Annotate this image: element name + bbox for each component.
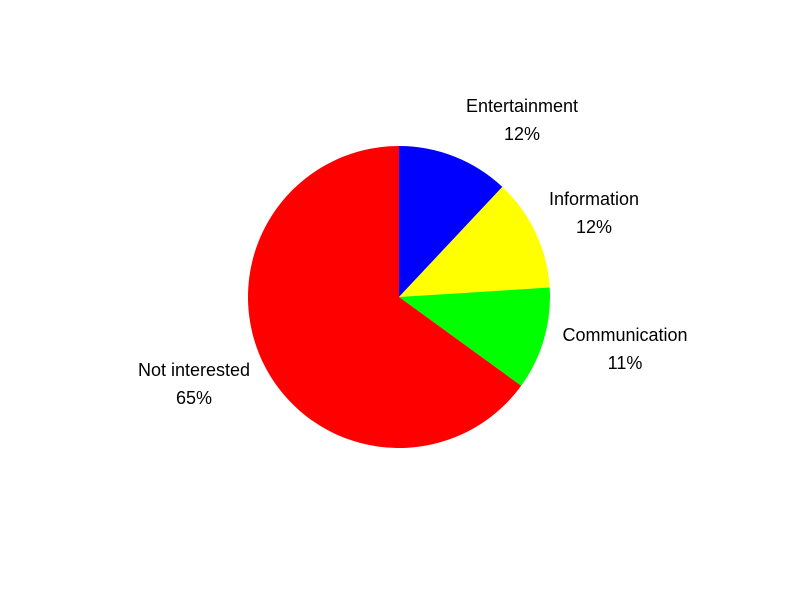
pie-slice-communication [399, 287, 550, 386]
slice-label-name: Not interested [138, 360, 250, 380]
slice-label-percent: 11% [608, 353, 643, 373]
pie-labels: Entertainment 12% Information 12% Communicat… [138, 96, 688, 408]
slice-label-name: Entertainment [466, 96, 578, 116]
pie-slices [248, 146, 550, 448]
slice-label-percent: 12% [504, 124, 540, 144]
slice-label-percent: 65% [176, 388, 212, 408]
pie-slice-not-interested [248, 146, 522, 448]
slice-label-name: Information [549, 189, 639, 209]
slice-label-percent: 12% [576, 217, 612, 237]
slice-label-name: Communication [562, 325, 687, 345]
pie-slice-entertainment [399, 146, 503, 297]
pie-slice-information [399, 186, 550, 297]
